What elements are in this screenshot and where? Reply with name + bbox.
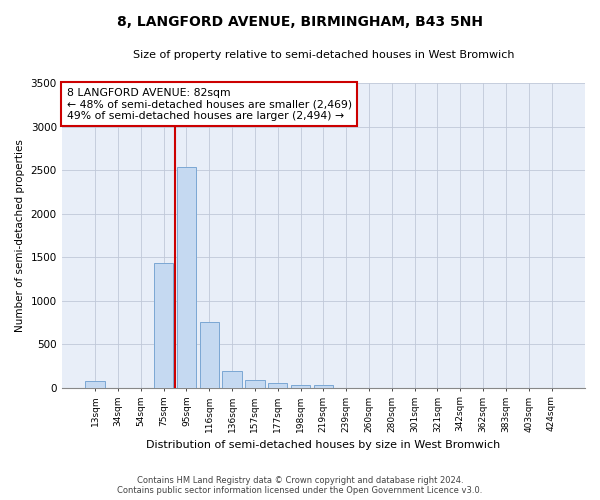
Text: 8, LANGFORD AVENUE, BIRMINGHAM, B43 5NH: 8, LANGFORD AVENUE, BIRMINGHAM, B43 5NH (117, 15, 483, 29)
Y-axis label: Number of semi-detached properties: Number of semi-detached properties (15, 139, 25, 332)
Title: Size of property relative to semi-detached houses in West Bromwich: Size of property relative to semi-detach… (133, 50, 514, 60)
Bar (85, 380, 105, 388)
X-axis label: Distribution of semi-detached houses by size in West Bromwich: Distribution of semi-detached houses by … (146, 440, 500, 450)
Bar (154, 263, 173, 388)
Bar (177, 166, 196, 388)
Bar (314, 385, 333, 388)
Text: Contains HM Land Registry data © Crown copyright and database right 2024.
Contai: Contains HM Land Registry data © Crown c… (118, 476, 482, 495)
Bar (223, 370, 242, 388)
Bar (268, 384, 287, 388)
Bar (200, 322, 219, 388)
Text: 8 LANGFORD AVENUE: 82sqm
← 48% of semi-detached houses are smaller (2,469)
49% o: 8 LANGFORD AVENUE: 82sqm ← 48% of semi-d… (67, 88, 352, 121)
Bar (291, 384, 310, 388)
Bar (245, 380, 265, 388)
